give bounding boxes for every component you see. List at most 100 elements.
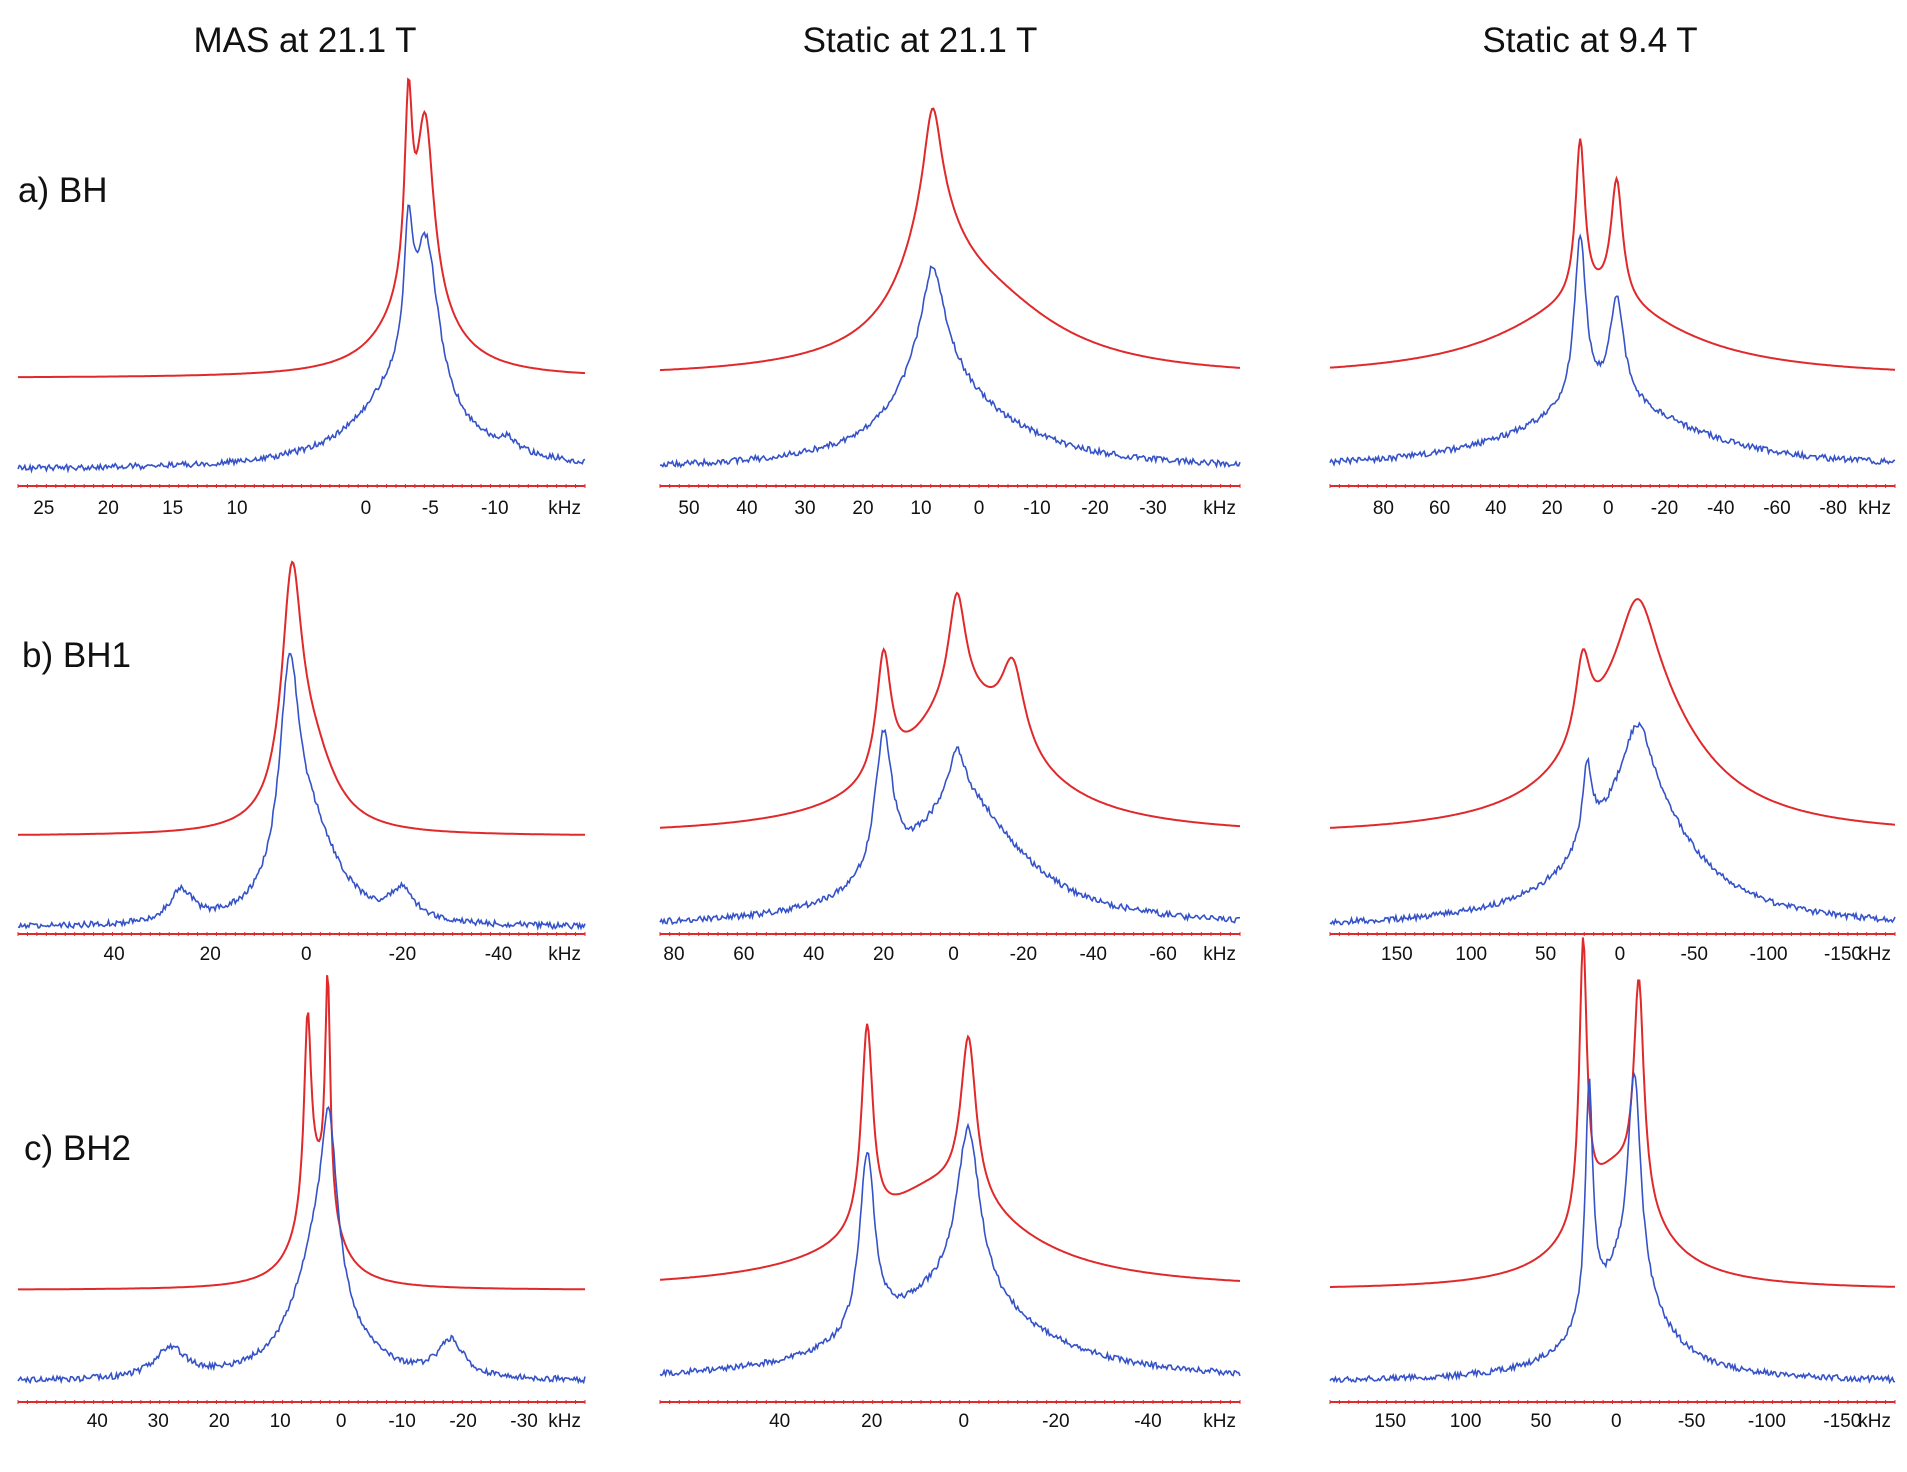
row-label-bh: a) BH [18,171,107,210]
x-tick-label: 0 [361,498,372,519]
column-title-static-21: Static at 21.1 T [803,21,1038,60]
x-tick-label: 0 [301,944,312,965]
simulated-spectrum-line [17,560,585,836]
x-axis-unit-label: kHz [1858,1411,1891,1432]
x-tick-label: -10 [388,1411,415,1432]
x-tick-label: 40 [769,1411,790,1432]
x-tick-label: 50 [1535,944,1556,965]
x-tick-label: 20 [1541,498,1562,519]
simulated-spectrum-line [18,77,586,379]
simulated-spectrum-line [1330,937,1895,1288]
column-title-mas-21: MAS at 21.1 T [193,21,416,60]
simulated-spectrum-line [659,107,1241,372]
x-tick-label: 100 [1455,944,1487,965]
x-tick-label: 40 [1485,498,1506,519]
simulated-spectrum-line [659,591,1240,829]
x-tick-label: -50 [1681,944,1708,965]
x-tick-label: 150 [1374,1411,1406,1432]
x-tick-label: 0 [1611,1411,1622,1432]
x-tick-label: -30 [510,1411,537,1432]
x-tick-label: 0 [959,1411,970,1432]
x-tick-label: 10 [226,498,247,519]
x-tick-label: -60 [1149,944,1176,965]
x-tick-label: 0 [1615,944,1626,965]
x-tick-label: -80 [1819,498,1846,519]
x-tick-label: -30 [1139,498,1166,519]
x-tick-label: 80 [1373,498,1394,519]
x-tick-label: -20 [1081,498,1108,519]
experimental-spectrum-line [17,204,586,474]
x-axis-unit-label: kHz [1858,498,1891,519]
x-axis-unit-label: kHz [548,498,581,519]
x-tick-label: 40 [104,944,125,965]
x-tick-label: 30 [794,498,815,519]
x-tick-label: 25 [33,498,54,519]
x-tick-label: 0 [336,1411,347,1432]
row-label-bh2: c) BH2 [24,1129,131,1168]
x-tick-label: -40 [485,944,512,965]
x-tick-label: 150 [1381,944,1413,965]
x-tick-label: -10 [481,498,508,519]
experimental-spectrum-line [17,652,586,932]
row-label-bh1: b) BH1 [22,636,131,675]
x-tick-label: 80 [663,944,684,965]
x-tick-label: 20 [209,1411,230,1432]
x-tick-label: 0 [974,498,985,519]
x-tick-label: 40 [803,944,824,965]
x-tick-label: -150 [1823,1411,1861,1432]
x-tick-label: -20 [1042,1411,1069,1432]
x-tick-label: 20 [200,944,221,965]
x-tick-label: -10 [1023,498,1050,519]
spectrum-panel-a-static9: 80 60 40 20 0 -20 -40 -60 -80 kHz [1329,138,1896,519]
x-tick-label: 30 [148,1411,169,1432]
x-axis-unit-label: kHz [1203,498,1236,519]
x-tick-label: -20 [1651,498,1678,519]
x-tick-label: 10 [910,498,931,519]
x-tick-label: -100 [1748,1411,1786,1432]
simulated-spectrum-line [1329,598,1896,829]
spectrum-panel-b-static21: 80 60 40 20 0 -20 -40 -60 kHz [659,591,1241,965]
simulated-spectrum-line [18,975,585,1291]
x-tick-label: -20 [1010,944,1037,965]
spectrum-panel-c-static21: 40 20 0 -20 -40 kHz [659,1023,1241,1432]
x-tick-label: -40 [1707,498,1734,519]
x-tick-label: 20 [861,1411,882,1432]
experimental-spectrum-line [1329,233,1896,467]
experimental-spectrum-line [659,265,1241,469]
x-tick-label: 60 [1429,498,1450,519]
x-tick-label: -60 [1763,498,1790,519]
x-tick-label: 15 [162,498,183,519]
x-tick-label: 20 [852,498,873,519]
x-tick-label: 60 [733,944,754,965]
x-tick-label: 0 [1603,498,1614,519]
simulated-spectrum-line [1329,138,1896,371]
x-tick-label: -100 [1750,944,1788,965]
x-tick-label: 50 [1530,1411,1551,1432]
x-tick-label: -50 [1678,1411,1705,1432]
x-tick-label: 10 [270,1411,291,1432]
experimental-spectrum-line [659,728,1241,926]
spectrum-panel-c-mas: 40 30 20 10 0 -10 -20 -30 kHz [17,975,586,1432]
x-tick-label: 20 [873,944,894,965]
x-tick-label: -150 [1824,944,1862,965]
x-tick-label: 50 [678,498,699,519]
x-tick-label: 40 [87,1411,108,1432]
experimental-spectrum-line [17,1105,586,1385]
spectrum-panel-a-mas: 25 20 15 10 0 -5 -10 kHz [17,77,586,519]
x-tick-label: 20 [98,498,119,519]
x-tick-label: 40 [736,498,757,519]
x-axis-unit-label: kHz [548,1411,581,1432]
x-axis-unit-label: kHz [548,944,581,965]
x-tick-label: -5 [422,498,439,519]
spectrum-panel-a-static21: 50 40 30 20 10 0 -10 -20 -30 kHz [659,107,1241,519]
experimental-spectrum-line [1329,1071,1896,1385]
experimental-spectrum-line [659,1122,1241,1378]
x-axis-unit-label: kHz [1203,944,1236,965]
x-tick-label: -40 [1080,944,1107,965]
simulated-spectrum-line [659,1023,1241,1282]
spectrum-panel-b-mas: 40 20 0 -20 -40 kHz [17,560,586,965]
x-tick-label: -20 [449,1411,476,1432]
x-axis-unit-label: kHz [1858,944,1891,965]
